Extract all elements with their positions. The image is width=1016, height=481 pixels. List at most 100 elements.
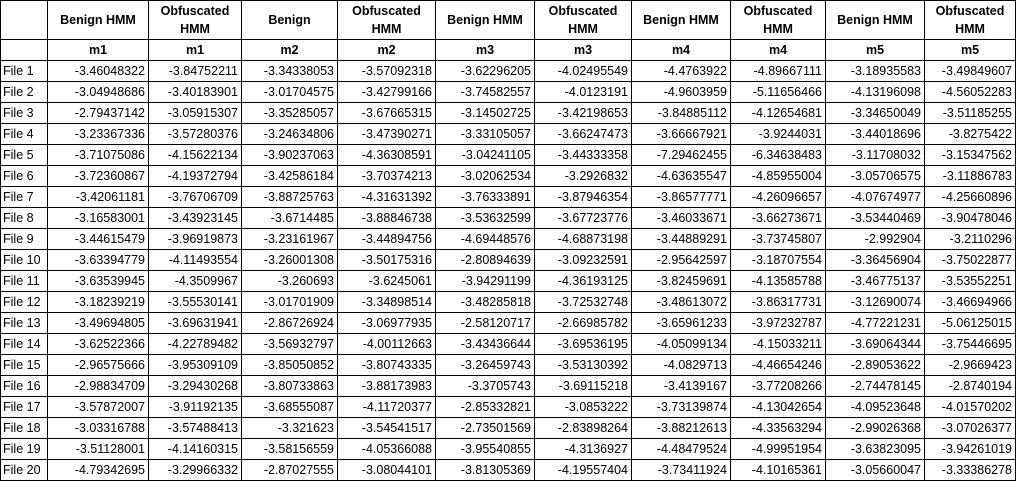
- table-cell: -3.62522366: [47, 333, 149, 355]
- table-cell: -4.05366088: [337, 438, 436, 460]
- table-cell: -3.33386278: [924, 459, 1016, 481]
- table-cell: -3.48285818: [435, 291, 535, 313]
- column-header: Obfuscated HMM: [534, 0, 632, 40]
- row-label: File 9: [0, 228, 48, 250]
- table-row: File 6 -3.72360867 -4.19372794 -3.42586184-…: [0, 165, 1016, 187]
- table-cell: -3.08044101: [337, 459, 436, 481]
- column-subheader: m4: [730, 39, 826, 61]
- table-cell: -4.89667111: [730, 60, 826, 82]
- table-cell: -2.74478145: [825, 375, 925, 397]
- table-cell: -2.99026368: [825, 417, 925, 439]
- table-row: File 20 -4.79342695 -3.29966332 -2.87027555…: [0, 459, 1016, 481]
- table-row: File 3 -2.79437142 -3.05915307 -3.35285057-…: [0, 102, 1016, 124]
- table-body: File 1 -3.46048322 -3.84752211 -3.34338053-…: [0, 60, 1016, 481]
- table-cell: -3.51128001: [47, 438, 149, 460]
- table-cell: -3.72360867: [47, 165, 149, 187]
- table-cell: -4.12654681: [730, 102, 826, 124]
- table-cell: -3.66247473: [534, 123, 632, 145]
- table-cell: -3.66667921: [631, 123, 731, 145]
- table-cell: -4.02495549: [534, 60, 632, 82]
- table-row: File 17 -3.57872007 -3.91192135 -3.68555087…: [0, 396, 1016, 418]
- table-cell: -3.75446695: [924, 333, 1016, 355]
- row-label: File 8: [0, 207, 48, 229]
- table-cell: -3.44615479: [47, 228, 149, 250]
- table-row: File 15 -2.96575666 -3.95309109 -3.85050852…: [0, 354, 1016, 376]
- table-cell: -3.73411924: [631, 459, 731, 481]
- table-cell: -2.9669423: [924, 354, 1016, 376]
- table-cell: -3.04241105: [435, 144, 535, 166]
- table-cell: -3.40183901: [148, 81, 242, 103]
- table-cell: -4.4763922: [631, 60, 731, 82]
- row-label: File 13: [0, 312, 48, 334]
- row-label: File 11: [0, 270, 48, 292]
- table-cell: -3.81305369: [435, 459, 535, 481]
- table-cell: -2.86726924: [241, 312, 338, 334]
- table-cell: -3.86577771: [631, 186, 731, 208]
- column-header: Benign HMM: [47, 0, 149, 40]
- row-label: File 16: [0, 375, 48, 397]
- table-cell: -3.95540855: [435, 438, 535, 460]
- table-cell: -2.58120717: [435, 312, 535, 334]
- table-cell: -3.05915307: [148, 102, 242, 124]
- header-row: Benign HMM Obfuscated HMM Benign Obfuscated…: [0, 0, 1016, 40]
- table-cell: -2.83898264: [534, 417, 632, 439]
- table-cell: -3.88846738: [337, 207, 436, 229]
- table-cell: -3.0853222: [534, 396, 632, 418]
- table-cell: -4.19372794: [148, 165, 242, 187]
- table-cell: -4.36308591: [337, 144, 436, 166]
- table-cell: -6.34638483: [730, 144, 826, 166]
- table-cell: -3.67665315: [337, 102, 436, 124]
- table-row: File 10 -3.63394779 -4.11493554 -3.26001308…: [0, 249, 1016, 271]
- table-cell: -3.2926832: [534, 165, 632, 187]
- table-cell: -3.01704575: [241, 81, 338, 103]
- table-cell: -2.98834709: [47, 375, 149, 397]
- table-cell: -4.15622134: [148, 144, 242, 166]
- table-row: File 1 -3.46048322 -3.84752211 -3.34338053-…: [0, 60, 1016, 82]
- column-subheader: m2: [337, 39, 436, 61]
- corner-cell: [0, 0, 48, 40]
- table-row: File 2 -3.04948686 -3.40183901 -3.01704575-…: [0, 81, 1016, 103]
- table-cell: -3.48613072: [631, 291, 731, 313]
- table-cell: -4.07674977: [825, 186, 925, 208]
- row-label: File 1: [0, 60, 48, 82]
- column-header: Obfuscated HMM: [730, 0, 826, 40]
- table-cell: -2.89053622: [825, 354, 925, 376]
- table-cell: -4.3509967: [148, 270, 242, 292]
- row-label: File 17: [0, 396, 48, 418]
- table-cell: -3.43436644: [435, 333, 535, 355]
- table-cell: -3.77208266: [730, 375, 826, 397]
- table-cell: -3.18707554: [730, 249, 826, 271]
- table-cell: -3.88173983: [337, 375, 436, 397]
- table-cell: -3.69631941: [148, 312, 242, 334]
- column-header: Benign: [241, 0, 338, 40]
- table-cell: -3.90478046: [924, 207, 1016, 229]
- row-label: File 5: [0, 144, 48, 166]
- table-cell: -3.53552251: [924, 270, 1016, 292]
- table-cell: -2.79437142: [47, 102, 149, 124]
- table-cell: -3.03316788: [47, 417, 149, 439]
- table-cell: -3.85050852: [241, 354, 338, 376]
- table-row: File 12 -3.18239219 -3.55530141 -3.01701909…: [0, 291, 1016, 313]
- table-cell: -3.54541517: [337, 417, 436, 439]
- table-cell: -3.18935583: [825, 60, 925, 82]
- table-cell: -3.46048322: [47, 60, 149, 82]
- table-cell: -3.90237063: [241, 144, 338, 166]
- table-cell: -3.65961233: [631, 312, 731, 334]
- table-cell: -3.24634806: [241, 123, 338, 145]
- row-label: File 7: [0, 186, 48, 208]
- table-row: File 16 -2.98834709 -3.29430268 -3.80733863…: [0, 375, 1016, 397]
- table-cell: -3.95309109: [148, 354, 242, 376]
- table-cell: -3.44894756: [337, 228, 436, 250]
- table-cell: -4.11720377: [337, 396, 436, 418]
- table-cell: -3.43923145: [148, 207, 242, 229]
- table-cell: -4.46654246: [730, 354, 826, 376]
- table-cell: -3.11708032: [825, 144, 925, 166]
- column-header: Benign HMM: [825, 0, 925, 40]
- table-cell: -4.33563294: [730, 417, 826, 439]
- row-label: File 3: [0, 102, 48, 124]
- column-subheader: m1: [47, 39, 149, 61]
- table-cell: -4.9603959: [631, 81, 731, 103]
- table-cell: -3.46033671: [631, 207, 731, 229]
- table-cell: -3.63539945: [47, 270, 149, 292]
